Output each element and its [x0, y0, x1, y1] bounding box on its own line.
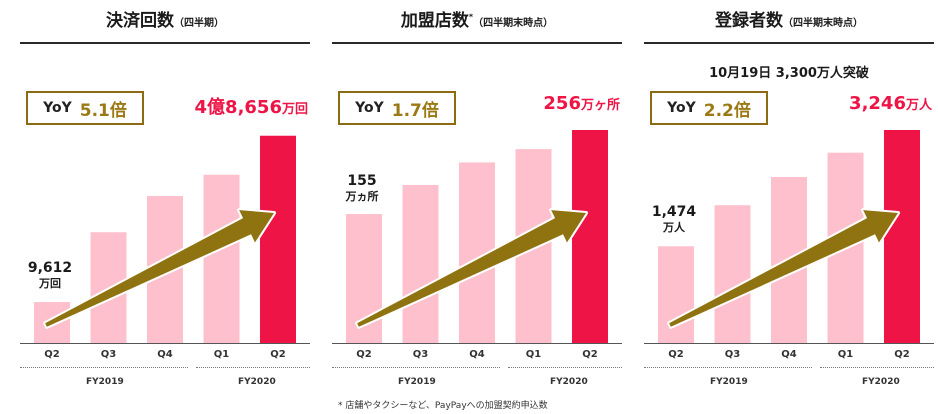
milestone-note: 10月19日 3,300万人突破 [709, 66, 869, 81]
yoy-badge: YoY 1.7倍 [338, 91, 456, 125]
chart-panel-payments: 決済回数（四半期） YoY 5.1倍 4億8,656万回 9,612 万回 Q2 Q3… [20, 0, 310, 414]
bar-plot [332, 130, 622, 344]
title-rule [644, 42, 934, 44]
fy2019-divider [20, 367, 188, 368]
bar-plot [644, 130, 934, 344]
category-label: Q2 [582, 349, 598, 360]
fy2020-divider [508, 367, 622, 368]
category-label: Q3 [724, 349, 741, 360]
footnote: * 店舗やタクシーなど、PayPayへの加盟契約申込数 [338, 401, 548, 411]
title-rule [20, 42, 310, 44]
fy2020-label: FY2020 [862, 377, 900, 387]
category-label: Q3 [100, 349, 117, 360]
fy2020-label: FY2020 [238, 377, 276, 387]
category-label: Q2 [894, 349, 910, 360]
bar-2 [714, 205, 751, 343]
last-value-label: 256万ヶ所 [543, 93, 620, 114]
bar-4 [203, 174, 240, 343]
fy2019-divider [332, 367, 500, 368]
first-value-label: 155 万ヵ所 [345, 173, 379, 204]
category-label: Q4 [469, 349, 485, 360]
growth-arrow-icon [355, 208, 589, 329]
bar-plot [20, 135, 310, 344]
fy2020-divider [820, 367, 934, 368]
category-label: Q1 [525, 349, 542, 360]
chart-panel-users: 登録者数（四半期末時点） 10月19日 3,300万人突破 YoY 2.2倍 3,… [644, 0, 934, 414]
fy2019-label: FY2019 [398, 377, 436, 387]
fy2020-divider [196, 367, 310, 368]
first-value-label: 1,474 万人 [651, 204, 697, 235]
chart-title: 加盟店数*（四半期末時点） [400, 11, 554, 31]
growth-arrow-icon [667, 208, 901, 329]
category-label: Q2 [44, 349, 60, 360]
fy2019-label: FY2019 [86, 377, 124, 387]
category-label: Q4 [781, 349, 797, 360]
category-label: Q2 [270, 349, 286, 360]
last-value-label: 4億8,656万回 [194, 97, 308, 118]
bar-5 [260, 135, 296, 343]
bar-2 [402, 184, 439, 343]
bar-1 [658, 246, 694, 343]
fy2020-label: FY2020 [550, 377, 588, 387]
title-rule [332, 42, 622, 44]
category-label: Q1 [837, 349, 854, 360]
yoy-badge: YoY 5.1倍 [26, 91, 144, 125]
growth-arrow-icon [43, 208, 277, 329]
category-label: Q1 [213, 349, 230, 360]
bar-5 [572, 130, 608, 343]
first-value-label: 9,612 万回 [27, 260, 73, 291]
fy2019-label: FY2019 [710, 377, 748, 387]
category-label: Q2 [668, 349, 684, 360]
chart-panel-merchants: 加盟店数*（四半期末時点） YoY 1.7倍 256万ヶ所 155 万ヵ所 Q2 Q3… [332, 0, 622, 414]
category-label: Q3 [412, 349, 429, 360]
yoy-badge: YoY 2.2倍 [650, 91, 768, 125]
bar-5 [884, 130, 920, 343]
last-value-label: 3,246万人 [849, 93, 932, 114]
fy2019-divider [644, 367, 812, 368]
chart-title: 決済回数（四半期） [106, 11, 224, 31]
chart-title: 登録者数（四半期末時点） [715, 11, 863, 31]
category-label: Q2 [356, 349, 372, 360]
category-label: Q4 [157, 349, 173, 360]
